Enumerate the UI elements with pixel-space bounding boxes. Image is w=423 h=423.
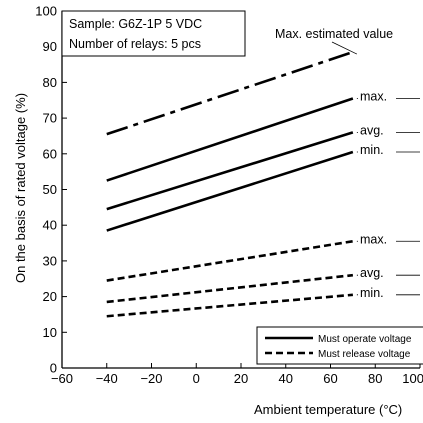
label-backdrop (358, 284, 396, 302)
x-tick-label: 100 (402, 371, 423, 386)
series-label-operate-2: avg. (360, 123, 384, 137)
series-label-operate-3: min. (360, 143, 384, 157)
series-line-operate-0 (106, 50, 354, 136)
series-label-release-6: min. (360, 286, 384, 300)
x-axis-title: Ambient temperature (°C) (254, 402, 402, 417)
legend-box (256, 326, 423, 365)
axes (61, 11, 420, 369)
x-tick-label: 40 (279, 371, 293, 386)
y-tick-label: 70 (43, 111, 57, 126)
x-tick-label: 0 (193, 371, 200, 386)
series-line-operate-1 (106, 97, 354, 182)
y-tick-label: 100 (35, 4, 57, 19)
series-label-operate-1: max. (360, 89, 387, 103)
y-tick-label: 40 (43, 218, 57, 233)
y-tick-label: 30 (43, 253, 57, 268)
series-lines (106, 50, 354, 318)
label-backdrop (358, 88, 396, 106)
legend-operate-label: Must operate voltage (318, 334, 412, 345)
series-labels: Max. estimated value max. avg. min. max. avg.… (275, 27, 420, 302)
series-line-release-5 (106, 273, 354, 304)
sample-info-box (61, 10, 246, 57)
tick-marks: 0 10 20 30 40 50 60 70 80 90 100 −60 −40 −20 0 20 40 60 80… (35, 4, 423, 387)
x-tick-label: −60 (51, 371, 73, 386)
series-label-release-5: avg. (360, 266, 384, 280)
series-line-release-4 (106, 239, 354, 282)
label-backdrop (358, 265, 396, 283)
label-backdrop (358, 122, 396, 140)
label-backdrop (358, 142, 396, 160)
x-tick-label: −20 (140, 371, 162, 386)
series-label-release-4: max. (360, 232, 387, 246)
relays-count-text: Number of relays: 5 pcs (69, 37, 201, 51)
series-label-operate-0: Max. estimated value (275, 27, 393, 41)
x-tick-label: 20 (234, 371, 248, 386)
x-tick-label: 80 (368, 371, 382, 386)
label-leader-line (331, 41, 358, 55)
x-tick-label: 60 (323, 371, 337, 386)
y-tick-label: 80 (43, 75, 57, 90)
y-axis-title: On the basis of rated voltage (%) (13, 93, 28, 283)
series-line-release-6 (106, 293, 353, 318)
sample-text: Sample: G6Z-1P 5 VDC (69, 17, 202, 31)
y-tick-label: 10 (43, 325, 57, 340)
x-tick-label: −40 (96, 371, 118, 386)
series-line-operate-2 (106, 131, 354, 211)
y-tick-label: 50 (43, 182, 57, 197)
legend-release-label: Must release voltage (318, 349, 411, 360)
y-tick-label: 90 (43, 39, 57, 54)
series-line-operate-3 (106, 150, 354, 232)
y-tick-label: 60 (43, 146, 57, 161)
label-backdrop (358, 231, 396, 249)
y-tick-label: 0 (50, 361, 57, 376)
y-tick-label: 20 (43, 289, 57, 304)
